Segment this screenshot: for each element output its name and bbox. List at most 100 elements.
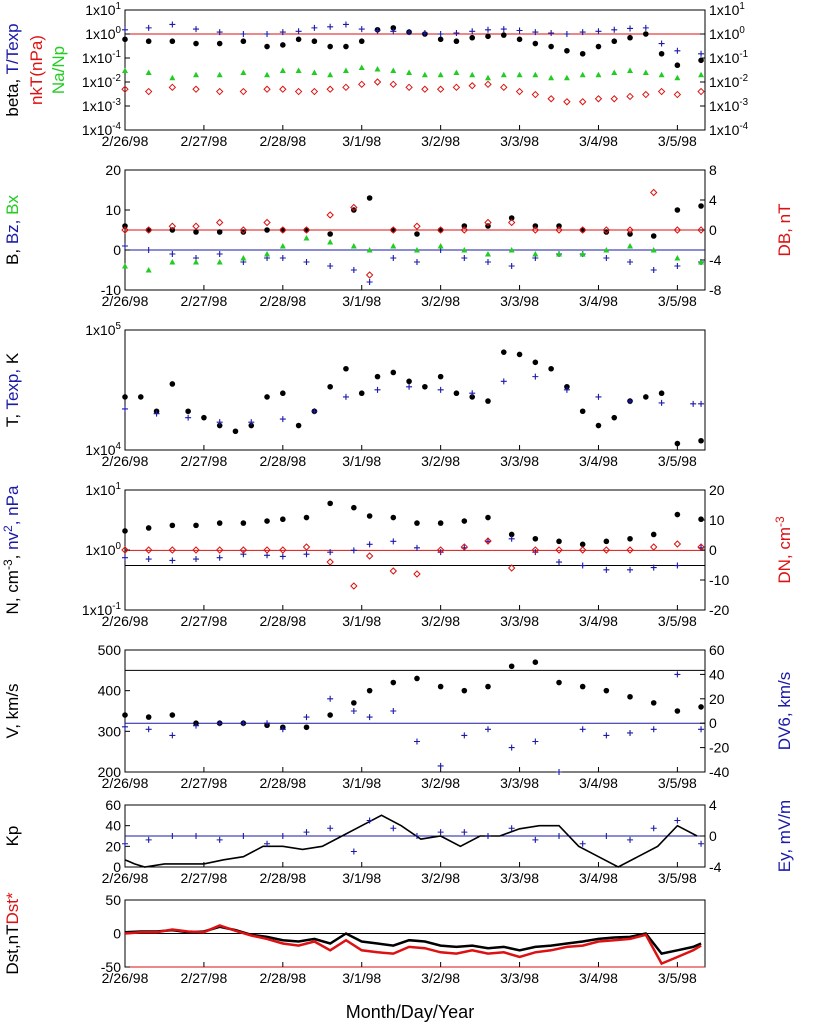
- data-point: [437, 373, 444, 380]
- data-point: [437, 36, 444, 43]
- data-point: [484, 259, 491, 265]
- x-tick-label: 2/26/98: [102, 970, 149, 986]
- data-point: [579, 541, 586, 548]
- y-tick-label: 10: [105, 202, 121, 218]
- data-point: [216, 554, 223, 561]
- data-point: [192, 222, 200, 230]
- data-point: [674, 440, 681, 447]
- data-point: [279, 553, 286, 560]
- data-point: [366, 247, 373, 253]
- data-point: [169, 38, 176, 45]
- data-point: [137, 394, 144, 400]
- data-point: [169, 251, 176, 257]
- data-point: [279, 546, 287, 554]
- x-tick-label: 3/1/98: [342, 970, 381, 986]
- x-tick-label: 2/28/98: [259, 775, 306, 791]
- data-point: [122, 394, 128, 400]
- data-point: [508, 535, 515, 542]
- data-point: [508, 744, 515, 751]
- x-tick-label: 2/27/98: [181, 293, 228, 309]
- data-point: [626, 92, 634, 101]
- data-point: [121, 85, 129, 93]
- data-point: [579, 71, 586, 78]
- y-tick-label: 20: [105, 162, 121, 178]
- data-point: [484, 74, 491, 81]
- data-point: [697, 87, 705, 96]
- data-point: [240, 833, 247, 839]
- data-point: [145, 24, 152, 31]
- x-tick-label: 3/1/98: [342, 613, 381, 629]
- data-point: [698, 71, 705, 78]
- data-point: [279, 726, 286, 733]
- y-tick-label: 0: [113, 242, 121, 258]
- data-point: [122, 712, 128, 718]
- data-point: [169, 381, 176, 387]
- data-point: [122, 36, 128, 43]
- data-point: [698, 437, 704, 444]
- x-tick-label: 3/5/98: [658, 613, 697, 629]
- data-point: [390, 825, 397, 832]
- x-tick-label: 2/28/98: [259, 970, 306, 986]
- y-tick-label: 0: [113, 926, 121, 942]
- data-point: [327, 239, 334, 245]
- plot-frame: [124, 329, 706, 451]
- data-point: [531, 90, 540, 99]
- data-point: [500, 26, 507, 33]
- y-tick-label: 60: [105, 797, 121, 813]
- data-point: [532, 659, 539, 665]
- panel-magnetic-field: 20 10 0 -10 8 4 0 -4 -8 2/26/98 2/27/98 2/28/98 3/1/…: [3, 162, 794, 309]
- data-point: [342, 83, 350, 92]
- data-point: [555, 226, 563, 234]
- data-point: [168, 83, 177, 92]
- data-point: [193, 229, 199, 235]
- data-point: [216, 71, 223, 78]
- data-point: [303, 235, 310, 241]
- data-point: [122, 840, 128, 847]
- data-point: [602, 546, 611, 554]
- x-tick-label: 3/2/98: [421, 775, 460, 791]
- data-point: [144, 226, 153, 234]
- data-point: [437, 549, 444, 556]
- data-point: [508, 215, 515, 221]
- x-tick-label: 3/4/98: [579, 775, 618, 791]
- x-tick-label: 2/27/98: [181, 133, 228, 149]
- data-point: [698, 50, 705, 57]
- x-tick-label: 3/3/98: [500, 775, 539, 791]
- y-tick-label: 300: [98, 723, 122, 739]
- x-tick-label: 3/3/98: [500, 970, 539, 986]
- data-point: [469, 390, 476, 397]
- x-tick-label: 2/26/98: [102, 613, 149, 629]
- data-point: [193, 522, 199, 529]
- data-point: [366, 687, 373, 694]
- x-tick-label: 2/28/98: [259, 870, 306, 886]
- data-point: [461, 255, 468, 261]
- data-point: [326, 211, 334, 219]
- x-tick-label: 2/27/98: [181, 453, 228, 469]
- data-point: [193, 833, 200, 839]
- data-point: [366, 714, 373, 721]
- data-point: [169, 833, 176, 839]
- y-axis-title: N, cm-3, nv2, nPa: [1, 485, 22, 614]
- data-point: [627, 25, 634, 32]
- data-point: [595, 43, 602, 50]
- y-tick-label: 200: [98, 764, 122, 780]
- data-point: [413, 259, 420, 265]
- data-point: [264, 227, 270, 233]
- y-tick-label: 40: [105, 818, 121, 834]
- data-point: [144, 546, 153, 554]
- right-y-tick-label: -8: [709, 282, 722, 298]
- data-point: [674, 263, 681, 269]
- data-point: [216, 419, 223, 426]
- data-point: [484, 218, 492, 227]
- data-point: [468, 82, 476, 90]
- data-point: [698, 203, 704, 209]
- data-point: [279, 226, 287, 234]
- x-tick-label: 2/27/98: [181, 775, 228, 791]
- data-point: [263, 85, 271, 93]
- data-point: [169, 557, 176, 564]
- x-tick-label: 2/28/98: [259, 613, 306, 629]
- data-point: [532, 836, 539, 843]
- y-tick-label: 1x10-2: [82, 73, 121, 90]
- data-point: [279, 243, 286, 249]
